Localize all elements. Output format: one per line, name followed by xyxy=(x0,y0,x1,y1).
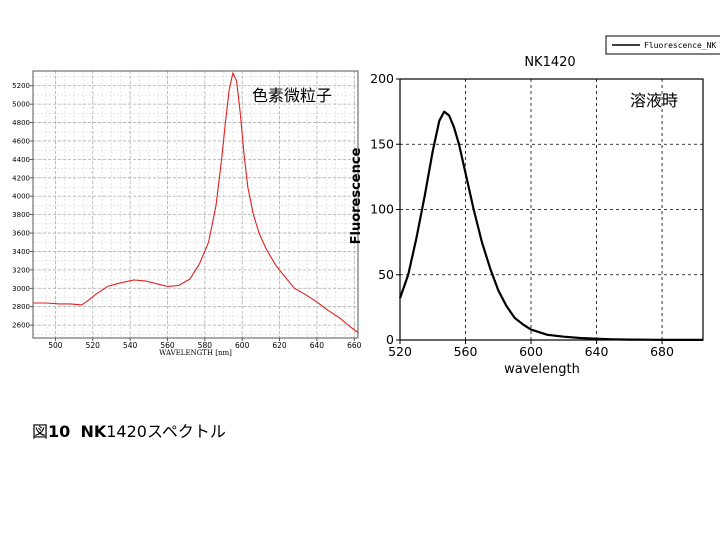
plot-frame xyxy=(399,78,704,341)
x-axis-label: wavelength xyxy=(504,362,580,377)
caption-number: 10 xyxy=(48,422,71,441)
y-axis-label: Fluorescence xyxy=(349,147,364,244)
chart-title: NK1420 xyxy=(524,55,575,70)
tick-label-x: 580 xyxy=(198,341,213,350)
tick-label-y: 0 xyxy=(386,332,394,347)
tick-label-y: 3400 xyxy=(12,248,30,256)
tick-label-x: 560 xyxy=(160,341,175,350)
tick-label-y: 200 xyxy=(370,71,394,86)
series-line-fluorescence-nk xyxy=(398,110,703,341)
tick-label-x: 680 xyxy=(650,344,674,359)
tick-label-y: 5200 xyxy=(12,82,30,90)
tick-label-y: 4400 xyxy=(12,156,30,164)
legend-label: Fluorescence_NK xyxy=(644,41,716,50)
caption-prefix: 図 xyxy=(32,422,49,441)
tick-label-x: 600 xyxy=(519,344,543,359)
tick-label-x: 640 xyxy=(585,344,609,359)
tick-label-x: 600 xyxy=(235,341,250,350)
tick-label-y: 4200 xyxy=(12,174,30,182)
pigment-particle-chart: 500 520 540 560 580 600 620 640 660 2600 2800 3000 3… xyxy=(12,70,362,357)
tick-label-y: 3000 xyxy=(12,285,30,293)
tick-label-x: 620 xyxy=(272,341,287,350)
tick-label-y: 3800 xyxy=(12,211,30,219)
tick-label-x: 520 xyxy=(388,344,412,359)
tick-label-x: 560 xyxy=(454,344,478,359)
tick-label-y: 4600 xyxy=(12,137,30,145)
tick-label-x: 640 xyxy=(310,341,325,350)
tick-label-x: 540 xyxy=(123,341,138,350)
series-line xyxy=(33,72,359,333)
tick-label-y: 4800 xyxy=(12,119,30,127)
tick-label-y: 5000 xyxy=(12,101,30,109)
chart-annotation: 色素微粒子 xyxy=(252,86,332,105)
tick-label-y: 2600 xyxy=(12,322,30,330)
tick-label-x: 660 xyxy=(347,341,362,350)
tick-label-x: 520 xyxy=(86,341,101,350)
caption-rest: 1420スペクトル xyxy=(106,422,226,441)
tick-label-x: 500 xyxy=(48,341,63,350)
chart-annotation: 溶液時 xyxy=(630,91,678,110)
tick-label-y: 4000 xyxy=(12,193,30,201)
tick-label-y: 150 xyxy=(370,136,394,151)
figure-caption: 図10 NK1420スペクトル xyxy=(32,418,226,442)
tick-label-y: 2800 xyxy=(12,303,30,311)
caption-name: NK xyxy=(80,422,107,441)
plot-frame xyxy=(32,70,359,339)
legend-box xyxy=(605,35,720,55)
tick-label-y: 3600 xyxy=(12,230,30,238)
tick-label-y: 3200 xyxy=(12,266,30,274)
solution-fluorescence-chart: 520 560 600 640 680 0 50 100 150 200 NK1420 wavelen… xyxy=(349,35,720,377)
tick-label-y: 50 xyxy=(378,267,394,282)
tick-label-y: 100 xyxy=(370,202,394,217)
x-axis-label: WAVELENGTH [nm] xyxy=(159,349,232,357)
